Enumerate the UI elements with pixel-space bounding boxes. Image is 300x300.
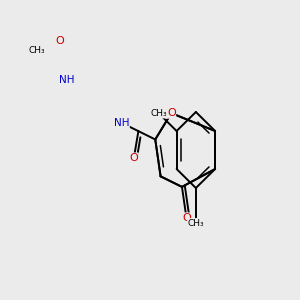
- Text: CH₃: CH₃: [188, 218, 204, 227]
- Text: O: O: [167, 108, 176, 118]
- Text: O: O: [182, 213, 191, 223]
- Text: O: O: [56, 36, 64, 46]
- Text: CH₃: CH₃: [151, 109, 167, 118]
- Text: CH₃: CH₃: [28, 46, 45, 55]
- Text: NH: NH: [114, 118, 129, 128]
- Text: NH: NH: [59, 75, 75, 85]
- Text: O: O: [130, 153, 138, 163]
